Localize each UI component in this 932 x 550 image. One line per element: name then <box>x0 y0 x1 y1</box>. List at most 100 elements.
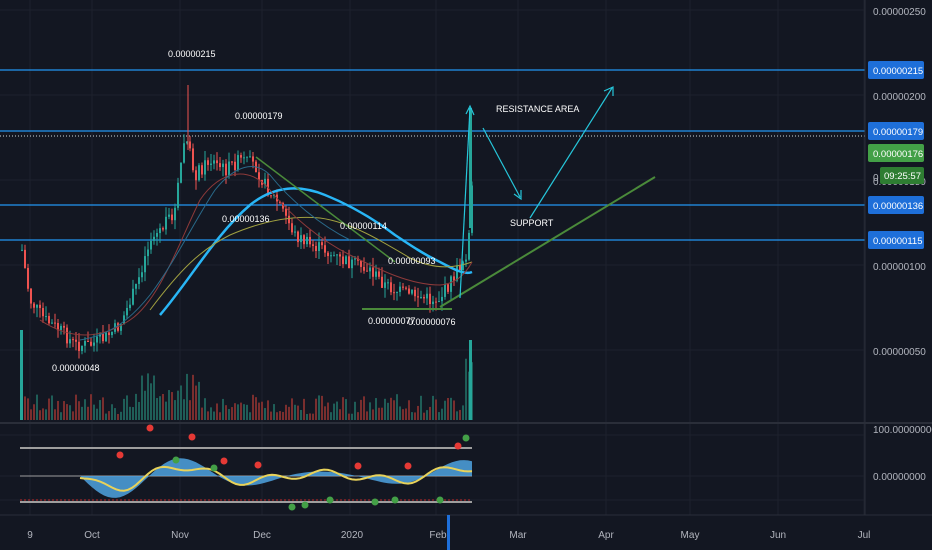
x-tick-apr: Apr <box>598 530 614 541</box>
volume-bar <box>120 411 122 420</box>
candle-body <box>147 249 149 257</box>
volume-bar <box>291 398 293 420</box>
volume-bar <box>429 406 431 420</box>
volume-bar <box>141 375 143 420</box>
candle-body <box>192 148 194 171</box>
candle-body <box>225 163 227 176</box>
candle-body <box>252 156 254 162</box>
candle-body <box>33 303 35 308</box>
volume-bar <box>396 394 398 420</box>
arrow-down[interactable] <box>482 127 521 198</box>
volume-bar <box>354 401 356 420</box>
candle-body <box>291 223 293 233</box>
moving-averages <box>39 166 473 341</box>
osc-dot-1 <box>146 424 154 432</box>
candle-body <box>48 316 50 324</box>
volume-bar <box>366 411 368 420</box>
candle-body <box>399 286 401 292</box>
volume-bar <box>129 406 131 420</box>
candle-body <box>108 332 110 336</box>
volume-bar <box>54 409 56 420</box>
volume-bar <box>201 407 203 420</box>
x-tick-nov: Nov <box>171 530 189 541</box>
volume-bar <box>339 409 341 420</box>
candle-body <box>264 178 266 185</box>
volume-bar <box>228 409 230 420</box>
volume-bar <box>273 404 275 420</box>
candle-body <box>426 293 428 299</box>
volume-bar <box>300 409 302 420</box>
volume-bar <box>108 411 110 420</box>
volume-bar <box>147 373 149 420</box>
countdown-prefix: 0 <box>873 173 879 184</box>
volume-bar <box>378 407 380 420</box>
candle-body <box>369 267 371 272</box>
candle-body <box>321 242 323 246</box>
candle-body <box>432 301 434 305</box>
candle-body <box>36 304 38 308</box>
candle-body <box>288 215 290 224</box>
volume-bar <box>159 396 161 420</box>
candle-body <box>270 195 272 197</box>
volume-bar <box>345 399 347 420</box>
price-tag-179 <box>868 122 924 140</box>
candle-body <box>69 339 71 344</box>
volume-bar <box>126 395 128 420</box>
volume-bar <box>414 412 416 420</box>
volume-bar <box>225 405 227 420</box>
candle-body <box>141 272 143 278</box>
volume-bar <box>309 413 311 420</box>
arrow-up-1[interactable] <box>459 107 471 299</box>
candle-body <box>438 301 440 303</box>
candle-body <box>42 308 44 317</box>
trend-line-up[interactable] <box>439 176 656 308</box>
osc-dot-6 <box>254 461 262 469</box>
candle-body <box>330 255 332 257</box>
trend-line-down[interactable] <box>255 156 396 263</box>
candle-body <box>237 155 239 171</box>
volume-bar <box>117 413 119 420</box>
volume-bar <box>36 394 38 420</box>
candle-body <box>435 301 437 303</box>
candle-body <box>138 277 140 284</box>
candle-body <box>30 288 32 304</box>
volume-bar <box>213 411 215 420</box>
volume-bar <box>324 406 326 420</box>
candle-body <box>390 282 392 293</box>
candle-body <box>381 276 383 288</box>
candle-body <box>171 214 173 221</box>
candle-body <box>195 170 197 181</box>
volume-bar <box>81 406 83 420</box>
price-tag-176 <box>868 144 924 162</box>
volume-bar <box>285 404 287 420</box>
x-tick-oct: Oct <box>84 530 100 541</box>
volume-bar <box>156 398 158 420</box>
arrow-up-2[interactable] <box>529 87 613 219</box>
volume-bar <box>318 395 320 420</box>
volume-bar <box>192 374 194 420</box>
volume-early <box>20 330 23 420</box>
volume-bar <box>303 398 305 420</box>
y-tick-200: 0.00000200 <box>873 92 926 103</box>
candle-body <box>366 270 368 272</box>
annotation-077: 0.00000077 <box>368 316 416 326</box>
volume-bar <box>348 413 350 420</box>
candle-body <box>387 282 389 284</box>
price-scale[interactable]: 0.00000250 0.00000200 0.00000150 0.00000… <box>864 0 926 515</box>
candle-body <box>315 245 317 252</box>
volume-bar <box>357 412 359 420</box>
time-axis[interactable]: 9 Oct Nov Dec 2020 Feb Mar Apr May Jun Jul <box>0 514 932 550</box>
volume-bar <box>234 403 236 420</box>
x-tick-2020: 2020 <box>341 530 364 541</box>
volume-bar <box>279 411 281 420</box>
candle-body <box>294 231 296 233</box>
price-levels <box>0 69 865 241</box>
candle-body <box>24 249 26 268</box>
candle-body <box>144 256 146 273</box>
candle-body <box>45 316 47 318</box>
volume-bar <box>27 398 29 420</box>
oscillator-pane[interactable]: 100.00000000 0.00000000 <box>0 422 932 511</box>
annotation-resistance-area: RESISTANCE AREA <box>496 104 579 114</box>
volume-bar <box>438 412 440 420</box>
